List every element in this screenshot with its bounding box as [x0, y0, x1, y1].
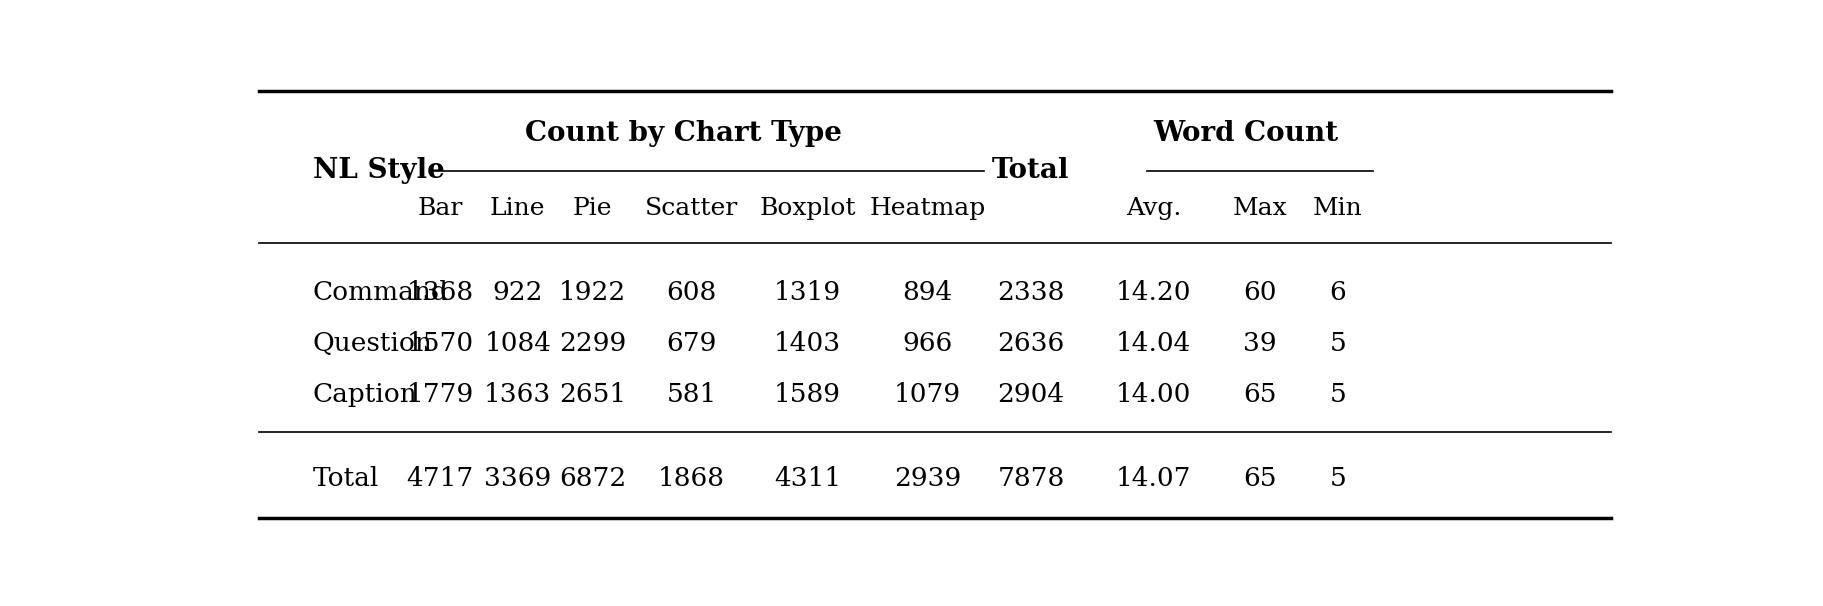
Text: 5: 5	[1329, 331, 1345, 356]
Text: 39: 39	[1243, 331, 1276, 356]
Text: 6: 6	[1329, 279, 1345, 305]
Text: 4311: 4311	[773, 466, 840, 491]
Text: Max: Max	[1232, 196, 1287, 219]
Text: 1363: 1363	[483, 382, 551, 407]
Text: 1779: 1779	[407, 382, 474, 407]
Text: 2939: 2939	[893, 466, 961, 491]
Text: Word Count: Word Count	[1152, 120, 1338, 147]
Text: NL Style: NL Style	[314, 157, 445, 184]
Text: 2299: 2299	[560, 331, 625, 356]
Text: Scatter: Scatter	[645, 196, 738, 219]
Text: 1403: 1403	[773, 331, 840, 356]
Text: 1084: 1084	[485, 331, 551, 356]
Text: 14.04: 14.04	[1116, 331, 1190, 356]
Text: 65: 65	[1243, 382, 1276, 407]
Text: 966: 966	[902, 331, 952, 356]
Text: 1589: 1589	[773, 382, 840, 407]
Text: 1368: 1368	[407, 279, 474, 305]
Text: 922: 922	[492, 279, 543, 305]
Text: 60: 60	[1243, 279, 1276, 305]
Text: 14.20: 14.20	[1116, 279, 1190, 305]
Text: 2338: 2338	[997, 279, 1065, 305]
Text: Pie: Pie	[572, 196, 613, 219]
Text: 7878: 7878	[997, 466, 1065, 491]
Text: Avg.: Avg.	[1125, 196, 1181, 219]
Text: 4717: 4717	[407, 466, 474, 491]
Text: 581: 581	[665, 382, 716, 407]
Text: 679: 679	[665, 331, 716, 356]
Text: 2651: 2651	[560, 382, 625, 407]
Text: 6872: 6872	[560, 466, 625, 491]
Text: Bar: Bar	[417, 196, 463, 219]
Text: 1570: 1570	[407, 331, 474, 356]
Text: 1319: 1319	[773, 279, 840, 305]
Text: Question: Question	[314, 331, 432, 356]
Text: 608: 608	[665, 279, 716, 305]
Text: Min: Min	[1313, 196, 1362, 219]
Text: Caption: Caption	[314, 382, 417, 407]
Text: 5: 5	[1329, 382, 1345, 407]
Text: 894: 894	[902, 279, 952, 305]
Text: 3369: 3369	[483, 466, 551, 491]
Text: Total: Total	[992, 157, 1068, 184]
Text: Count by Chart Type: Count by Chart Type	[525, 120, 842, 147]
Text: 14.07: 14.07	[1116, 466, 1190, 491]
Text: Line: Line	[490, 196, 545, 219]
Text: 2636: 2636	[997, 331, 1065, 356]
Text: Heatmap: Heatmap	[870, 196, 984, 219]
Text: 1079: 1079	[893, 382, 961, 407]
Text: 65: 65	[1243, 466, 1276, 491]
Text: 14.00: 14.00	[1116, 382, 1190, 407]
Text: 5: 5	[1329, 466, 1345, 491]
Text: Total: Total	[314, 466, 379, 491]
Text: Boxplot: Boxplot	[758, 196, 855, 219]
Text: Command: Command	[314, 279, 448, 305]
Text: 1868: 1868	[658, 466, 726, 491]
Text: 1922: 1922	[560, 279, 625, 305]
Text: 2904: 2904	[997, 382, 1065, 407]
